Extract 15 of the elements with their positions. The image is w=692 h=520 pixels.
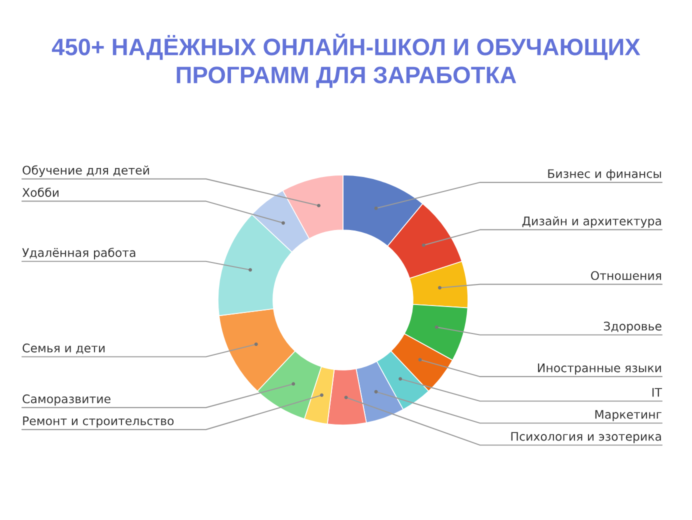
slice-label: Дизайн и архитектура — [522, 216, 661, 228]
slice-label: Иностранные языки — [538, 364, 661, 375]
slice-label: Обучение для детей — [22, 165, 149, 177]
slice-label: Саморазвитие — [22, 394, 110, 406]
slice-label: Хобби — [22, 188, 58, 197]
slice-label: Бизнес и финансы — [548, 169, 661, 180]
slice-label: Отношения — [590, 271, 661, 280]
slice-label: Ремонт и строительство — [23, 416, 174, 428]
slice-label: Здоровье — [604, 322, 662, 333]
chart-title: 450+ НАДЁЖНЫХ ОНЛАЙН-ШКОЛ И ОБУЧАЮЩИХ ПРОГРАММ ДЛЯ ЗАРАБОТКА — [52, 34, 640, 88]
slice-label: IT — [652, 388, 662, 397]
slice-label: Психология и эзотерика — [511, 432, 661, 444]
slice-label: Удалённая работа — [22, 248, 136, 260]
slice-label: Маркетинг — [595, 410, 662, 422]
slice-label: Семья и дети — [22, 344, 105, 354]
